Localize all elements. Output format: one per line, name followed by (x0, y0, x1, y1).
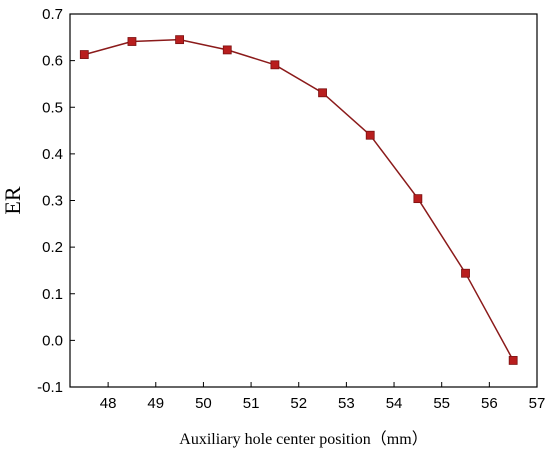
data-point (127, 37, 137, 46)
y-tick-label: 0.3 (42, 193, 63, 210)
x-tick-label: 57 (529, 395, 546, 412)
x-tick-label: 56 (481, 395, 498, 412)
x-tick-label: 51 (243, 395, 260, 412)
data-point (508, 356, 518, 365)
x-tick-label: 49 (147, 395, 164, 412)
x-tick-label: 48 (100, 395, 117, 412)
y-axis-ticks: -0.1 0.0 0.1 0.2 0.3 0.4 0.5 0.6 0.7 (37, 6, 75, 396)
data-points (79, 35, 518, 365)
data-point (79, 50, 89, 59)
y-tick-label: 0.1 (42, 286, 63, 303)
y-tick-label: 0.4 (42, 146, 63, 163)
y-tick-label: 0.6 (42, 53, 63, 70)
y-tick-label: -0.1 (37, 379, 63, 396)
y-tick-label: 0.2 (42, 239, 63, 256)
data-point (270, 60, 280, 70)
x-tick-label: 53 (338, 395, 355, 412)
series-line (84, 38, 514, 361)
y-tick-label: 0.0 (42, 332, 63, 349)
data-point (175, 35, 185, 45)
x-tick-label: 54 (386, 395, 403, 412)
x-tick-label: 52 (290, 395, 307, 412)
y-tick-label: 0.7 (42, 6, 63, 23)
data-point (318, 88, 327, 98)
data-point (413, 194, 423, 204)
plot-frame (69, 13, 538, 388)
y-axis-title: ER (0, 186, 25, 214)
x-tick-label: 50 (195, 395, 212, 412)
y-tick-label: 0.5 (42, 99, 63, 116)
plot-border (69, 13, 538, 388)
series-polyline (84, 38, 514, 361)
x-axis-title: Auxiliary hole center position（mm） (179, 430, 427, 448)
x-axis-ticks: 48 49 50 51 52 53 54 55 56 57 (100, 382, 546, 412)
data-point (461, 268, 470, 278)
x-tick-label: 55 (433, 395, 450, 412)
data-point (365, 130, 375, 140)
data-point (222, 45, 232, 55)
